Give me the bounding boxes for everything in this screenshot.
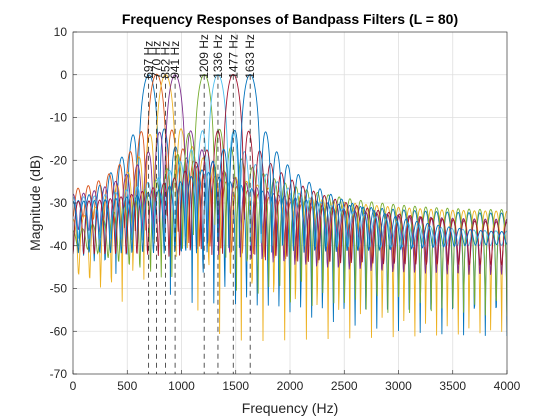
series-line-1336-hz (73, 74, 507, 249)
x-tick-label: 1000 (168, 379, 195, 393)
chart-title: Frequency Responses of Bandpass Filters … (122, 11, 458, 27)
series-line-1209-hz (73, 74, 507, 317)
x-tick-label: 4000 (494, 379, 521, 393)
x-tick-label: 500 (117, 379, 137, 393)
center-frequency-label: 852 Hz (158, 41, 172, 79)
y-tick-label: -70 (50, 367, 68, 381)
x-tick-label: 3000 (385, 379, 412, 393)
center-frequency-label: 1633 Hz (243, 34, 257, 79)
center-frequency-label: 1477 Hz (226, 34, 240, 79)
y-tick-label: -30 (50, 196, 68, 210)
center-frequency-label: 770 Hz (150, 41, 164, 79)
y-tick-label: -50 (50, 282, 68, 296)
x-tick-label: 2500 (331, 379, 358, 393)
x-tick-label: 3500 (439, 379, 466, 393)
center-frequency-label: 941 Hz (168, 41, 182, 79)
series-group (73, 73, 507, 341)
series-line-1633-hz (73, 74, 507, 254)
center-frequency-label: 697 Hz (142, 41, 156, 79)
x-axis-label: Frequency (Hz) (242, 400, 338, 416)
x-axis-ticks: 0 500 1000 1500 2000 2500 3000 3500 4000 (70, 370, 521, 393)
y-tick-label: 0 (60, 68, 67, 82)
center-frequency-label: 1209 Hz (197, 34, 211, 79)
x-tick-label: 2000 (277, 379, 304, 393)
y-tick-label: -20 (50, 153, 68, 167)
y-tick-label: -40 (50, 239, 68, 253)
y-tick-label: -60 (50, 324, 68, 338)
x-tick-label: 0 (70, 379, 77, 393)
y-axis-ticks: 10 0 -10 -20 -30 -40 -50 -60 -70 (50, 25, 77, 381)
y-tick-label: 10 (54, 25, 68, 39)
x-tick-label: 1500 (222, 379, 249, 393)
y-tick-label: -10 (50, 111, 68, 125)
y-axis-label: Magnitude (dB) (27, 155, 43, 251)
center-frequency-label: 1336 Hz (211, 34, 225, 79)
